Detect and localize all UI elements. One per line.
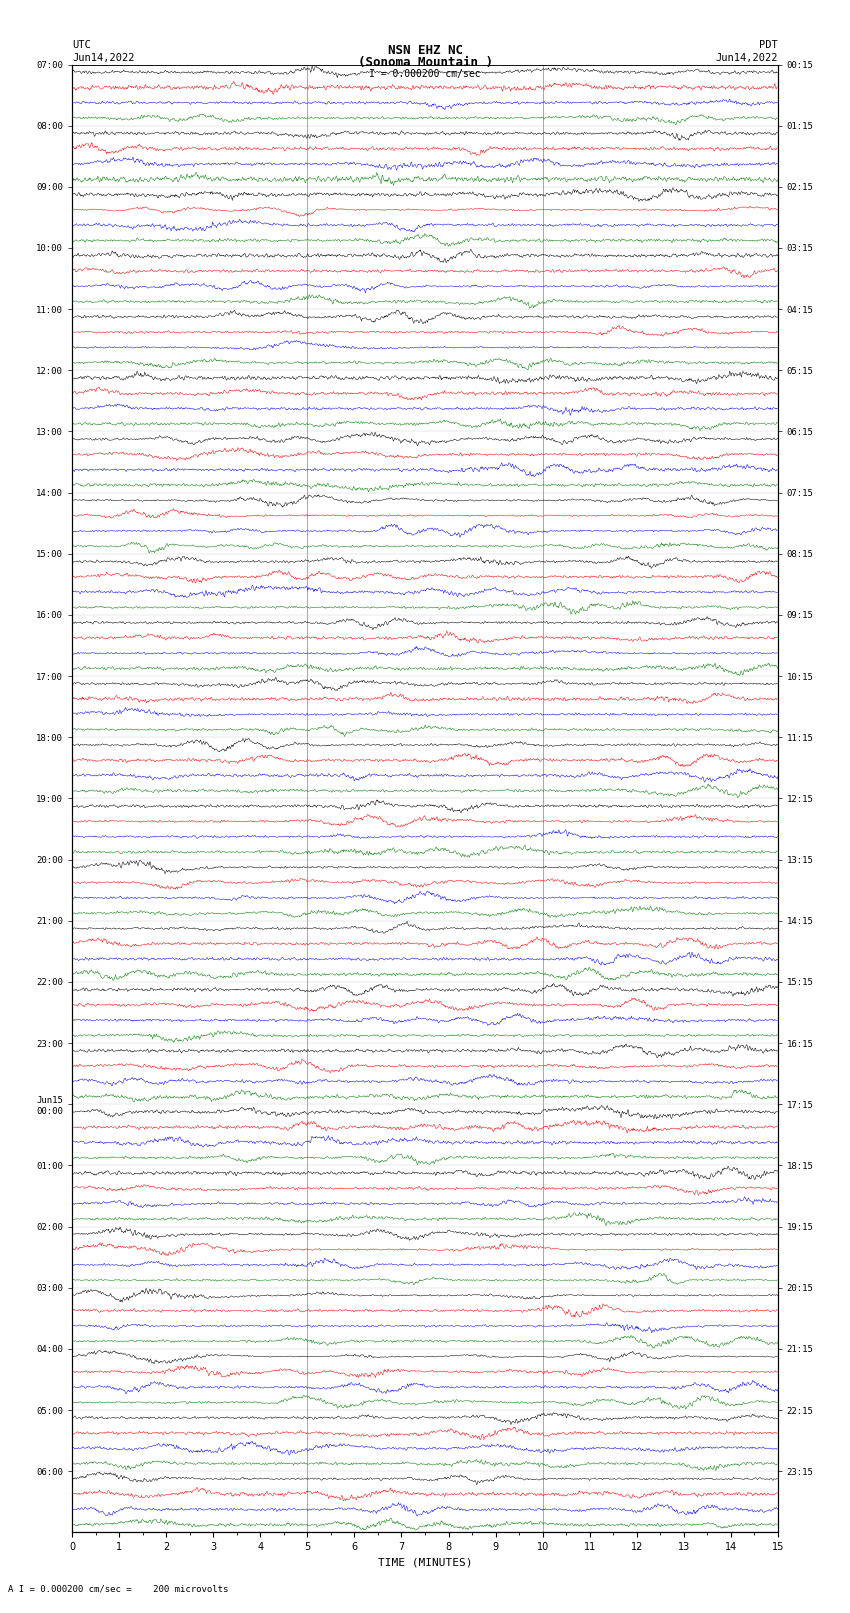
X-axis label: TIME (MINUTES): TIME (MINUTES) [377,1558,473,1568]
Text: A I = 0.000200 cm/sec =    200 microvolts: A I = 0.000200 cm/sec = 200 microvolts [8,1584,229,1594]
Text: (Sonoma Mountain ): (Sonoma Mountain ) [358,56,492,69]
Text: UTC: UTC [72,40,91,50]
Text: I = 0.000200 cm/sec: I = 0.000200 cm/sec [369,69,481,79]
Text: NSN EHZ NC: NSN EHZ NC [388,44,462,56]
Text: PDT: PDT [759,40,778,50]
Text: Jun14,2022: Jun14,2022 [715,53,778,63]
Text: Jun14,2022: Jun14,2022 [72,53,135,63]
